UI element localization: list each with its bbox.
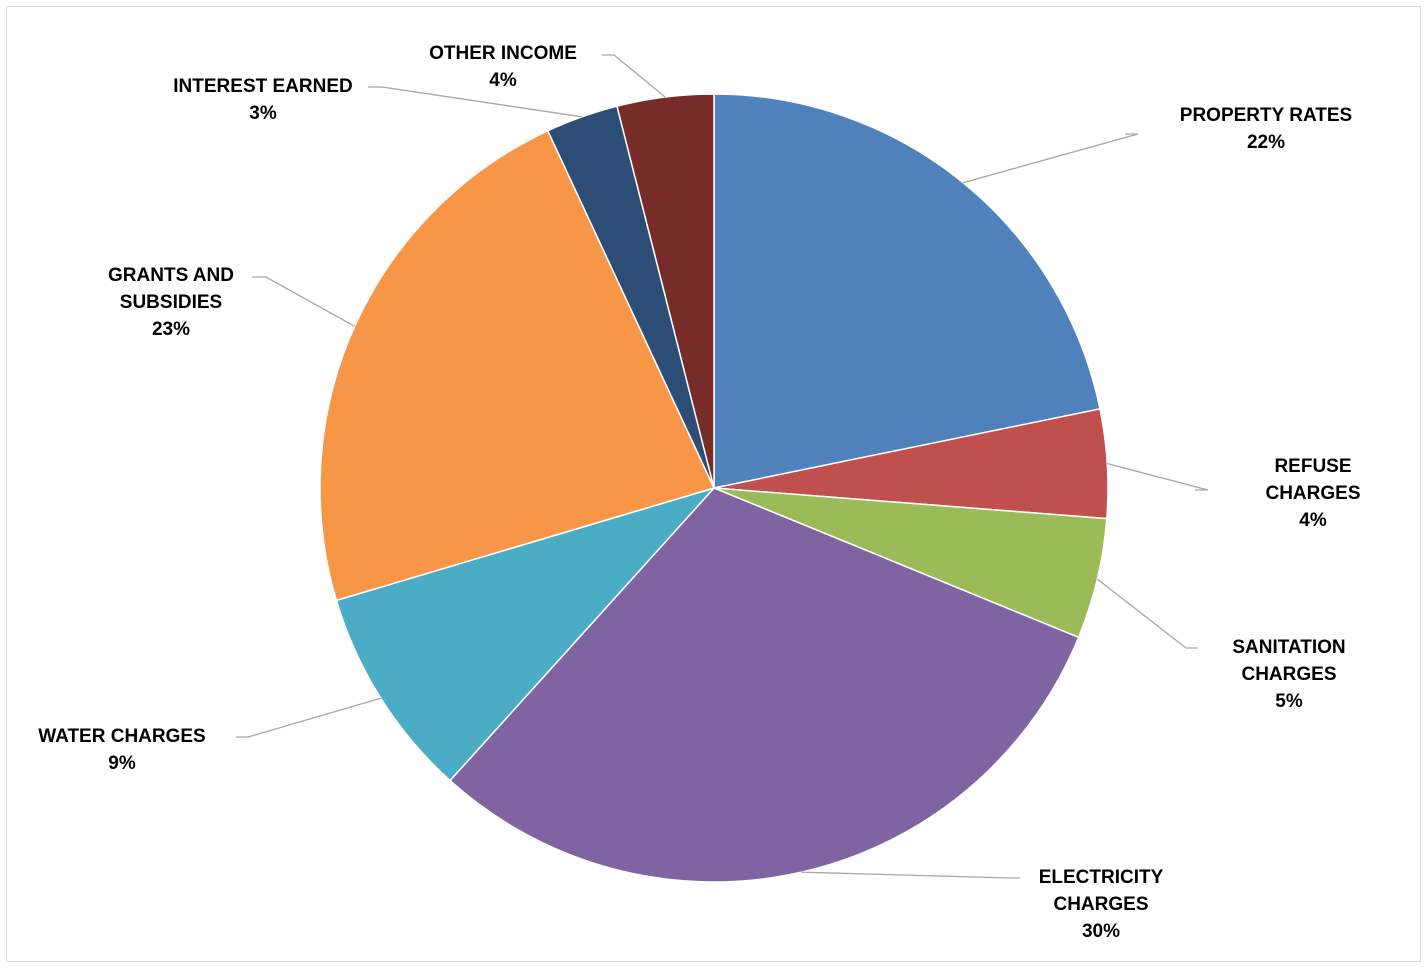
leader-line-property-rates <box>962 133 1139 184</box>
data-label-percent: 22% <box>1247 132 1285 153</box>
data-label-category: PROPERTY RATES <box>1180 105 1352 126</box>
leader-line-water-charges <box>236 697 381 738</box>
data-label-category: OTHER INCOME <box>429 43 577 64</box>
data-label-category: REFUSE <box>1274 456 1351 477</box>
pie-slice-grants-and-subsidies <box>319 129 716 602</box>
data-label-percent: 23% <box>152 319 190 340</box>
leader-line-sanitation-charges <box>1096 578 1198 649</box>
data-label-category: CHARGES <box>1053 894 1148 915</box>
data-label-percent: 4% <box>489 70 517 91</box>
data-label-water-charges: WATER CHARGES 9% <box>38 726 205 774</box>
leader-line-grants-and-subsidies <box>252 276 356 327</box>
data-label-category: SUBSIDIES <box>120 292 222 313</box>
pie-slices <box>319 93 1109 883</box>
data-label-percent: 4% <box>1299 510 1327 531</box>
leader-line-interest-earned <box>368 86 582 118</box>
data-label-category: CHARGES <box>1241 664 1336 685</box>
data-labels: PROPERTY RATES 22% REFUSE CHARGES 4% SANITATI… <box>38 43 1360 942</box>
pie-slice-water-charges <box>335 486 717 782</box>
data-label-category: WATER CHARGES <box>38 726 205 747</box>
pie-slice-other-income <box>616 93 715 489</box>
data-label-other-income: OTHER INCOME 4% <box>429 43 577 91</box>
data-label-category: SANITATION <box>1232 637 1345 658</box>
data-label-interest-earned: INTEREST EARNED 3% <box>173 76 352 124</box>
data-label-category: INTEREST EARNED <box>173 76 352 97</box>
data-label-category: ELECTRICITY <box>1039 867 1164 888</box>
data-label-sanitation-charges: SANITATION CHARGES 5% <box>1232 637 1345 712</box>
data-label-percent: 3% <box>249 103 277 124</box>
leader-line-other-income <box>602 54 666 98</box>
leader-line-refuse-charges <box>1107 462 1209 491</box>
data-label-electricity-charges: ELECTRICITY CHARGES 30% <box>1039 867 1164 942</box>
data-label-percent: 30% <box>1082 921 1120 942</box>
data-label-percent: 5% <box>1275 691 1303 712</box>
data-label-property-rates: PROPERTY RATES 22% <box>1180 105 1352 153</box>
data-label-refuse-charges: REFUSE CHARGES 4% <box>1265 456 1360 531</box>
data-label-category: CHARGES <box>1265 483 1360 504</box>
leader-line-electricity-charges <box>801 871 1020 879</box>
data-label-grants-and-subsidies: GRANTS AND SUBSIDIES 23% <box>108 265 234 340</box>
data-label-percent: 9% <box>108 753 136 774</box>
data-label-category: GRANTS AND <box>108 265 234 286</box>
leader-lines <box>236 54 1209 879</box>
pie-slice-property-rates <box>713 93 1101 489</box>
